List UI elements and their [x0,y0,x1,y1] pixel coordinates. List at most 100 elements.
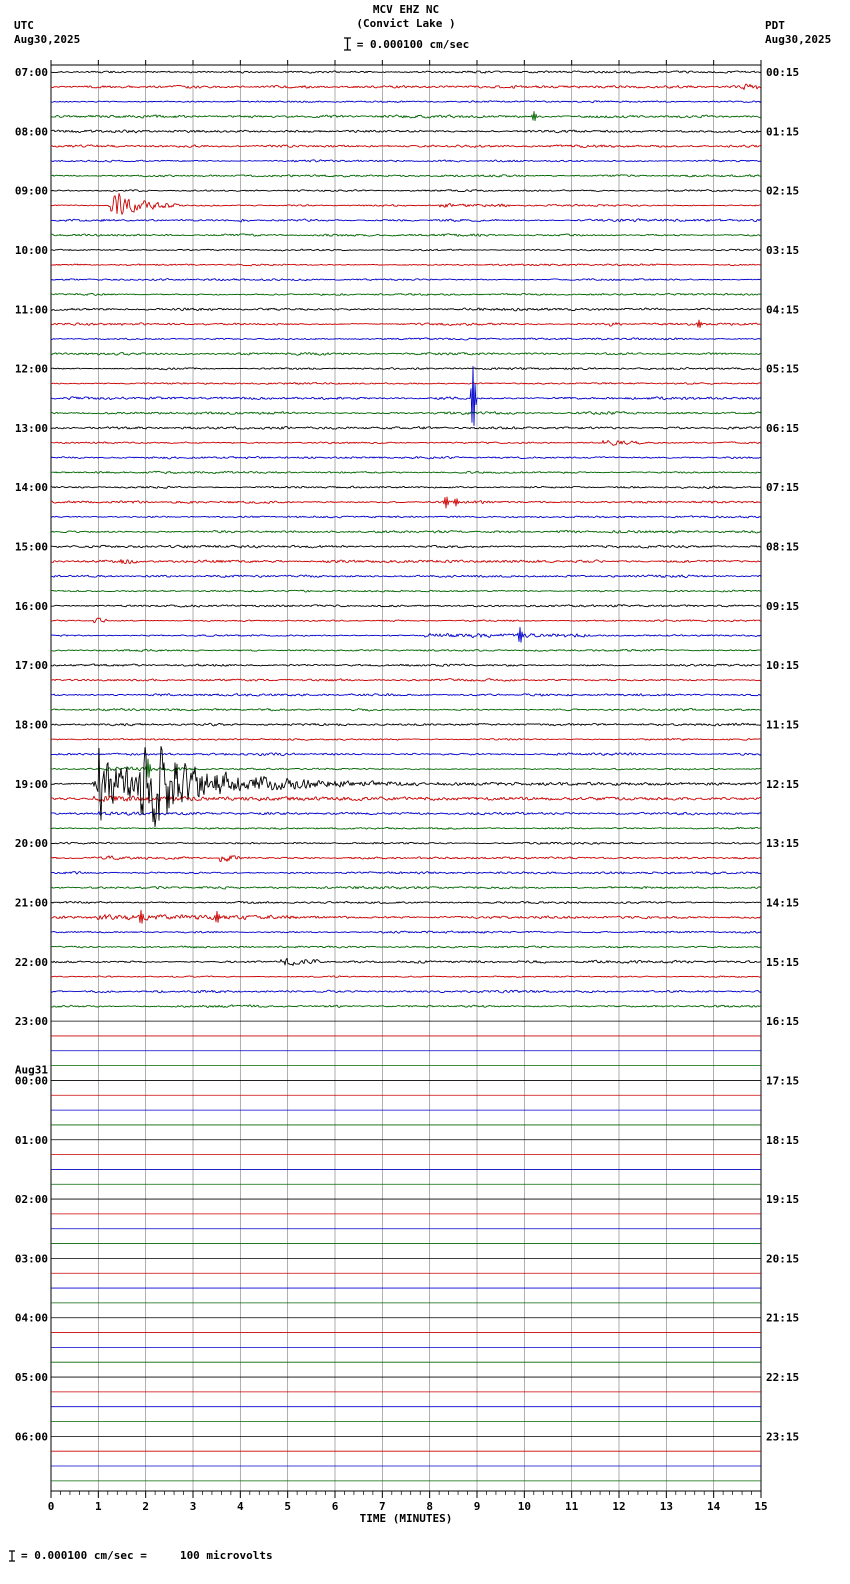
utc-hour-label: 16:00 [15,600,48,613]
seismo-trace [50,678,762,682]
seismo-trace [50,855,762,863]
seismo-trace [50,319,762,328]
utc-hour-label: 10:00 [15,244,48,257]
scale-indicator: = 0.000100 cm/sec [51,37,761,51]
calibration-bar-icon [9,1549,15,1562]
seismo-trace [50,352,762,356]
utc-hour-label: 23:00 [15,1015,48,1028]
seismo-trace [50,193,762,215]
pdt-hour-label: 15:15 [766,956,799,969]
seismo-trace [50,83,762,91]
seismo-trace [50,248,762,252]
pdt-hour-label: 02:15 [766,185,799,198]
utc-hour-label: 19:00 [15,778,48,791]
pdt-hour-label: 17:15 [766,1074,799,1087]
calibration-note: = 0.000100 cm/sec = 100 microvolts [8,1549,273,1562]
x-tick-label: 12 [612,1500,625,1513]
seismo-trace [50,189,762,193]
seismo-trace [50,841,762,845]
utc-hour-label: 06:00 [15,1430,48,1443]
seismo-trace [50,382,762,385]
pdt-hour-label: 16:15 [766,1015,799,1028]
seismo-trace [50,439,762,446]
seismo-trace [50,337,762,341]
utc-hour-label: 14:00 [15,481,48,494]
seismo-trace [50,233,762,237]
seismo-trace [50,515,762,519]
seismo-trace [50,885,762,890]
pdt-hour-label: 04:15 [766,303,799,316]
seismo-trace [50,737,762,741]
seismo-trace [50,648,762,652]
seismo-trace [50,426,762,430]
seismo-trace [50,367,762,371]
seismo-trace [50,574,762,578]
pdt-hour-label: 08:15 [766,541,799,554]
station-title: MCV EHZ NC [372,3,440,16]
utc-hour-label: 22:00 [15,956,48,969]
seismo-trace [50,159,762,163]
seismo-trace [50,627,762,643]
pdt-hour-label: 12:15 [766,778,799,791]
utc-hour-label: 07:00 [15,66,48,79]
seismo-trace [50,144,762,148]
seismo-trace [50,989,762,994]
seismo-trace [50,1004,762,1009]
utc-hour-label: 18:00 [15,719,48,732]
seismo-trace [50,529,762,534]
seismo-trace [50,292,762,296]
seismo-trace [50,470,762,475]
pdt-hour-label: 20:15 [766,1252,799,1265]
x-tick-label: 0 [48,1500,55,1513]
seismo-trace [50,218,762,223]
pdt-hour-label: 10:15 [766,659,799,672]
seismo-trace [50,174,762,178]
x-tick-label: 9 [474,1500,481,1513]
utc-hour-label: 17:00 [15,659,48,672]
pdt-hour-label: 03:15 [766,244,799,257]
seismo-trace [50,263,762,267]
scale-label: = 0.000100 cm/sec [356,37,470,51]
seismo-trace [50,909,762,924]
pdt-hour-label: 00:15 [766,66,799,79]
x-tick-label: 1 [95,1500,102,1513]
seismo-trace [50,617,762,624]
seismo-trace [50,663,762,667]
pdt-hour-label: 14:15 [766,896,799,909]
utc-hour-label: 09:00 [15,185,48,198]
seismo-trace [50,559,762,565]
x-tick-label: 2 [142,1500,149,1513]
utc-hour-label: 00:00 [15,1074,48,1087]
pdt-hour-label: 23:15 [766,1430,799,1443]
pdt-hour-label: 09:15 [766,600,799,613]
seismo-trace [50,708,762,712]
utc-hour-label: 04:00 [15,1312,48,1325]
seismo-trace [50,975,762,978]
utc-hour-label: 12:00 [15,363,48,376]
pdt-hour-label: 01:15 [766,125,799,138]
seismo-trace [50,758,762,778]
seismo-trace [50,307,762,312]
seismo-trace [50,455,762,460]
pdt-hour-label: 18:15 [766,1134,799,1147]
utc-hour-label: 03:00 [15,1252,48,1265]
seismo-trace [50,746,762,828]
x-tick-label: 10 [518,1500,531,1513]
utc-hour-label: 11:00 [15,303,48,316]
pdt-hour-label: 21:15 [766,1312,799,1325]
plot-border [50,64,762,1492]
seismo-trace [50,945,762,949]
pdt-hour-label: 11:15 [766,719,799,732]
utc-hour-label: 20:00 [15,837,48,850]
seismo-trace [50,826,762,830]
x-tick-label: 8 [426,1500,433,1513]
pdt-hour-label: 22:15 [766,1371,799,1384]
utc-hour-label: 13:00 [15,422,48,435]
right-timezone-label: PDT [765,19,785,32]
seismo-trace [50,930,762,934]
x-tick-label: 6 [332,1500,339,1513]
seismo-trace [50,811,762,816]
x-tick-label: 3 [190,1500,197,1513]
